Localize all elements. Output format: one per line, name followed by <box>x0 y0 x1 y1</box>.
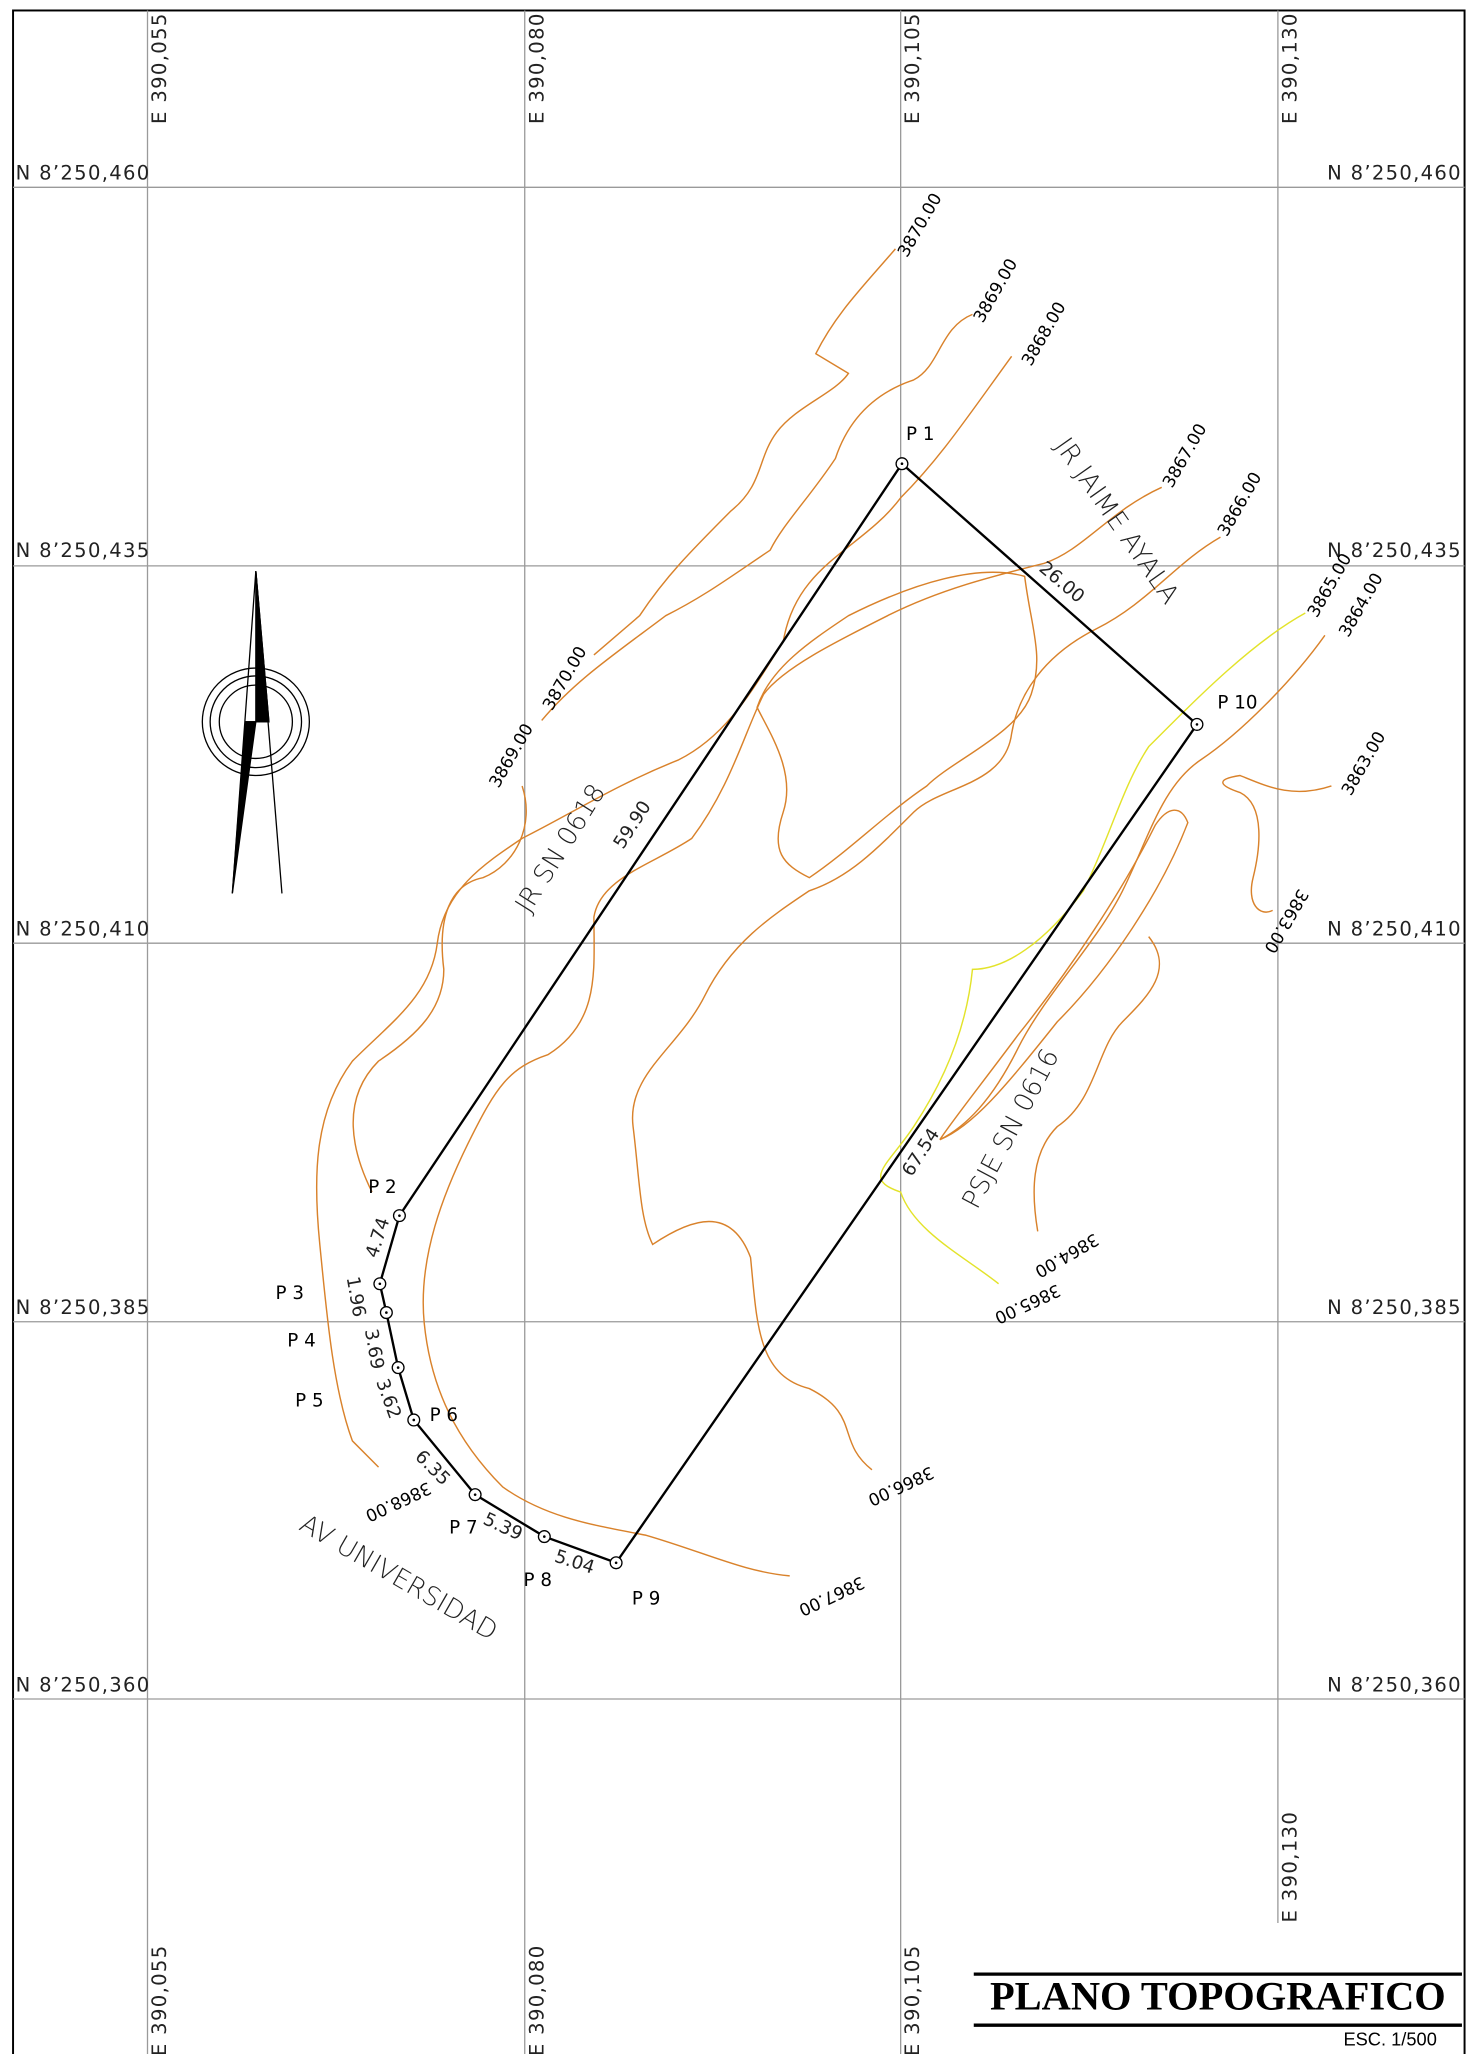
point-label: P 3 <box>276 1283 304 1304</box>
grid <box>13 10 1465 2054</box>
northing-label: N 8’250,410 <box>16 918 151 941</box>
contour-label: 3864.00 <box>1031 1229 1102 1282</box>
contour-label: 3863.00 <box>1260 885 1312 956</box>
distance-label: 5.39 <box>480 1509 526 1545</box>
point-label: P 4 <box>287 1330 315 1351</box>
easting-label: E 390,055 <box>148 1944 171 2054</box>
contour-label: 3867.00 <box>795 1572 867 1620</box>
vertex-dot <box>614 1561 618 1565</box>
northing-label: N 8’250,385 <box>1327 1296 1462 1319</box>
point-label: P 8 <box>524 1570 552 1591</box>
distance-label: 26.00 <box>1035 558 1089 608</box>
northing-label: N 8’250,410 <box>1327 918 1462 941</box>
title: PLANO TOPOGRAFICO <box>990 1974 1446 2019</box>
point-label: P 10 <box>1217 692 1257 713</box>
easting-label: E 390,105 <box>901 1944 924 2054</box>
easting-label: E 390,080 <box>525 12 548 124</box>
contour-label: 3863.00 <box>1338 728 1390 799</box>
vertex-dot <box>378 1282 382 1286</box>
point-label: P 9 <box>632 1588 660 1609</box>
contour-label: 3869.00 <box>970 255 1022 326</box>
distance-label: 67.54 <box>898 1125 944 1180</box>
distance-label: 3.62 <box>371 1376 405 1422</box>
distance-label: 3.69 <box>360 1327 388 1371</box>
point-label: P 6 <box>430 1405 458 1426</box>
labels: E 390,055 E 390,055 E 390,080 E 390,080 E 39… <box>16 12 1462 2054</box>
northing-label: N 8’250,435 <box>16 539 151 562</box>
easting-label: E 390,055 <box>148 12 171 124</box>
contour-label: 3869.00 <box>486 720 538 791</box>
distance-label: 5.04 <box>552 1546 597 1579</box>
northing-label: N 8’250,360 <box>1327 1673 1462 1696</box>
contour-label: 3867.00 <box>1159 420 1211 491</box>
parcel-boundary <box>378 462 1199 1565</box>
vertex-dot <box>398 1214 401 1217</box>
point-label: P 1 <box>906 424 934 445</box>
northing-label: N 8’250,460 <box>1327 162 1462 185</box>
easting-label: E 390,080 <box>525 1944 548 2054</box>
easting-label: E 390,130 <box>1278 1811 1301 1923</box>
northing-label: N 8’250,435 <box>1327 539 1462 562</box>
border <box>12 9 1466 2054</box>
point-label: P 5 <box>295 1391 323 1412</box>
vertex-dot <box>543 1535 546 1538</box>
easting-label: E 390,130 <box>1278 12 1301 124</box>
vertex-dot <box>396 1366 400 1369</box>
northing-label: N 8’250,385 <box>16 1296 151 1319</box>
easting-label: E 390,105 <box>901 12 924 124</box>
vertex-dot <box>385 1311 388 1314</box>
point-label: P 2 <box>368 1177 396 1198</box>
distance-label: 1.96 <box>342 1275 370 1319</box>
contour-label: 3866.00 <box>1214 469 1266 540</box>
vertex-dot <box>1195 723 1199 726</box>
contour-label: 3865.00 <box>991 1279 1063 1327</box>
street-name: PSJE SN 0616 <box>957 1044 1066 1214</box>
vertices <box>373 457 1204 1570</box>
vertex-dot <box>412 1418 416 1422</box>
contour-label: 3868.00 <box>1018 299 1070 370</box>
northing-label: N 8’250,360 <box>16 1673 151 1696</box>
contour-label: 3868.00 <box>362 1477 434 1525</box>
contour-label: 3870.00 <box>894 190 946 261</box>
scale: ESC. 1/500 <box>1343 2029 1436 2050</box>
north-arrow <box>201 571 311 894</box>
point-label: P 7 <box>449 1518 477 1539</box>
vertex-dot <box>473 1493 477 1496</box>
northing-label: N 8’250,460 <box>16 162 151 185</box>
vertex-dot <box>900 462 904 466</box>
contours <box>315 248 1332 1577</box>
